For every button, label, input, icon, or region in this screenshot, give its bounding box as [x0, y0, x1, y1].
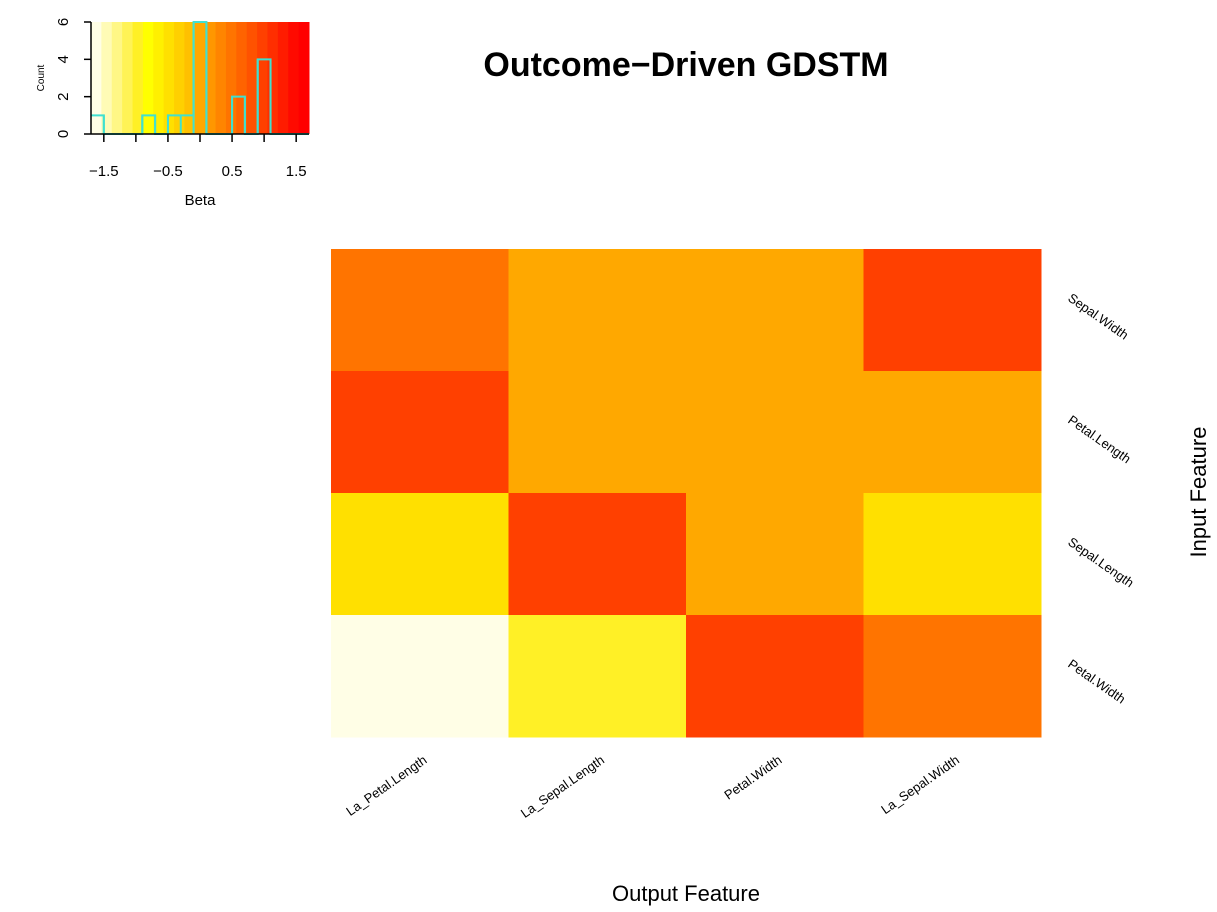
- color-key-y-tick-label: 6: [55, 18, 72, 26]
- color-key-axes: −1.5 −0.5 0.5 1.5 0 2 4 6: [55, 18, 309, 180]
- heatmap-cell: [686, 493, 864, 616]
- color-key-swatch: [184, 22, 196, 134]
- y-tick-label: Sepal.Length: [1065, 534, 1136, 590]
- color-key-swatch: [236, 22, 248, 134]
- color-key-swatch: [132, 22, 144, 134]
- heatmap-cell: [331, 493, 509, 616]
- x-tick-label: Petal.Width: [721, 752, 784, 802]
- color-key-x-tick-label: −1.5: [89, 163, 119, 180]
- color-key-swatch: [225, 22, 237, 134]
- heatmap-cell: [863, 371, 1042, 494]
- heatmap-cell: [331, 615, 509, 738]
- color-key-swatch: [163, 22, 175, 134]
- color-key-gradient: [91, 22, 310, 134]
- heatmap-cell: [508, 249, 687, 372]
- chart-title: Outcome−Driven GDSTM: [483, 46, 888, 84]
- color-key-swatch: [122, 22, 134, 134]
- heatmap-cell: [863, 615, 1042, 738]
- color-key-swatch: [267, 22, 279, 134]
- color-key-swatch: [101, 22, 113, 134]
- color-key-y-tick-label: 0: [55, 130, 72, 138]
- heatmap-x-labels: La_Petal.Length La_Sepal.Length Petal.Widt…: [343, 752, 962, 821]
- heatmap-cell: [686, 371, 864, 494]
- color-key-y-tick-label: 2: [55, 92, 72, 100]
- heatmap-cell: [508, 371, 687, 494]
- color-key-swatch: [298, 22, 310, 134]
- heatmap: [331, 249, 1042, 738]
- heatmap-cell: [686, 615, 864, 738]
- y-axis-title: Input Feature: [1186, 427, 1211, 558]
- color-key-swatch: [91, 22, 102, 134]
- heatmap-cell: [331, 249, 509, 372]
- color-key-swatch: [174, 22, 185, 134]
- heatmap-cell: [863, 493, 1042, 616]
- color-key: −1.5 −0.5 0.5 1.5 0 2 4 6 Beta Count: [36, 18, 310, 209]
- heatmap-cell: [508, 615, 687, 738]
- color-key-swatch: [142, 22, 154, 134]
- color-key-y-label: Count: [36, 64, 47, 91]
- color-key-swatch: [194, 22, 206, 134]
- color-key-swatch: [288, 22, 300, 134]
- heatmap-cell: [508, 493, 687, 616]
- color-key-x-tick-label: 0.5: [222, 163, 243, 180]
- color-key-swatch: [111, 22, 123, 134]
- y-tick-label: Petal.Length: [1065, 412, 1133, 466]
- heatmap-cell: [331, 371, 509, 494]
- color-key-swatch: [257, 22, 268, 134]
- color-key-x-tick-label: −0.5: [153, 163, 183, 180]
- x-tick-label: La_Sepal.Length: [518, 752, 607, 821]
- color-key-swatch: [215, 22, 227, 134]
- x-tick-label: La_Petal.Length: [343, 752, 429, 819]
- color-key-swatch: [277, 22, 289, 134]
- color-key-swatch: [205, 22, 217, 134]
- y-tick-label: Petal.Width: [1065, 656, 1128, 706]
- color-key-swatch: [153, 22, 165, 134]
- color-key-x-label: Beta: [185, 192, 217, 209]
- color-key-y-tick-label: 4: [55, 55, 72, 63]
- heatmap-cell: [863, 249, 1042, 372]
- x-tick-label: La_Sepal.Width: [878, 752, 962, 817]
- color-key-x-tick-label: 1.5: [286, 163, 307, 180]
- color-key-swatch: [246, 22, 258, 134]
- x-axis-title: Output Feature: [612, 881, 760, 906]
- heatmap-y-labels: Sepal.Width Petal.Length Sepal.Length Petal…: [1065, 290, 1136, 706]
- y-tick-label: Sepal.Width: [1065, 290, 1131, 342]
- heatmap-cell: [686, 249, 864, 372]
